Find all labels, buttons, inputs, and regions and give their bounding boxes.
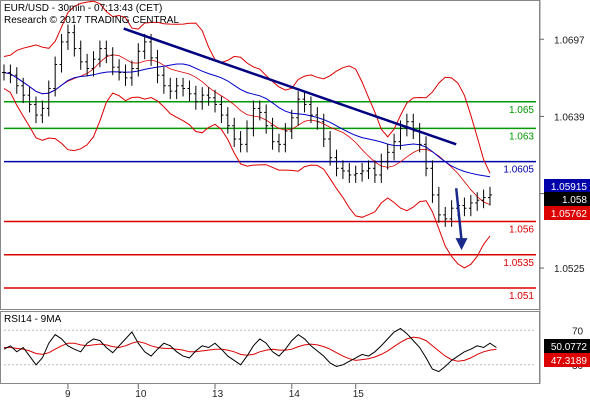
rsi-box-label-1: 47.3189: [551, 356, 588, 367]
value-box-2: [544, 206, 590, 220]
level-label-0: 1.065: [509, 105, 534, 116]
date-tick-label: 13: [212, 389, 224, 400]
support-resistance-levels: 1.065 1.063 1.0605 1.056 1.0535 1.051: [4, 101, 536, 302]
value-box-0: [544, 179, 590, 193]
date-tick-label: 15: [353, 389, 365, 400]
price-series: [2, 24, 492, 227]
value-box-label-1: 1.058: [562, 195, 587, 206]
moving-average: [3, 63, 491, 178]
value-box-label-2: 1.05762: [551, 209, 588, 220]
value-box-label-0: 1.05915: [551, 182, 588, 193]
value-box-1: [544, 192, 590, 206]
rsi-line: [3, 327, 497, 373]
level-label-1: 1.063: [509, 131, 534, 142]
bollinger-upper: [3, 0, 491, 174]
price-tick-label: 1.0639: [554, 112, 585, 123]
rsi-box-label-0: 50.0772: [551, 342, 588, 353]
research-credit: Research © 2017 TRADING CENTRAL: [4, 15, 179, 26]
bollinger-lower: [3, 88, 491, 269]
level-label-2: 1.0605: [503, 165, 534, 176]
trendline: [123, 27, 457, 146]
bollinger-bands: [3, 0, 491, 269]
forecast-arrow-head: [455, 238, 468, 251]
bollinger-middle: [3, 54, 491, 205]
rsi-tick-label: 70: [572, 326, 584, 337]
level-label-4: 1.0535: [503, 258, 534, 269]
price-tick-label: 1.0697: [554, 35, 585, 46]
rsi-box-1: [544, 353, 590, 367]
level-label-5: 1.051: [509, 291, 534, 302]
level-label-3: 1.056: [509, 225, 534, 236]
rsi-box-0: [544, 339, 590, 353]
date-tick-label: 9: [65, 389, 71, 400]
date-tick-label: 10: [135, 389, 147, 400]
price-tick-label: 1.0525: [554, 264, 585, 275]
chart-title: EUR/USD - 30min - 07:13:43 (CET): [4, 3, 162, 14]
date-tick-label: 14: [289, 389, 301, 400]
forecast-arrow-shaft: [454, 188, 463, 241]
rsi-series: [3, 327, 536, 373]
rsi-ma-line: [4, 336, 497, 362]
ma-line: [3, 63, 491, 178]
price-panel: [0, 0, 540, 310]
trendline-group: [123, 27, 468, 251]
value-boxes: 1.05915 1.058 1.05762 50.0772 47.3189: [544, 179, 590, 367]
rsi-title: RSI14 - 9MA: [4, 314, 62, 325]
